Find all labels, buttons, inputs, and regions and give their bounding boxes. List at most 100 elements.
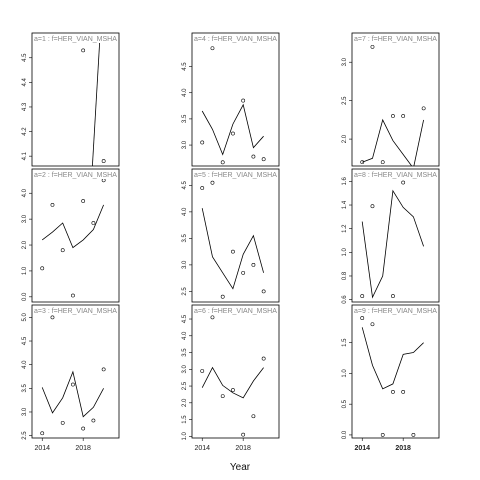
data-point [60, 248, 65, 253]
fitted-line [92, 43, 100, 166]
fitted-line [201, 103, 264, 156]
y-tick-label: 3.0 [342, 57, 348, 66]
data-point [60, 420, 65, 425]
fitted-line [41, 204, 104, 249]
data-point [220, 294, 225, 299]
fitted-line [361, 327, 424, 390]
x-tick-label: 2018 [75, 445, 91, 452]
x-axis-label: Year [230, 462, 251, 473]
panel-frame [31, 168, 120, 303]
panel-plot-area [360, 316, 424, 437]
data-point [40, 266, 45, 271]
data-point [81, 48, 86, 53]
panel-strip-label: a=1 : f=HER_VIAN_MSHA [34, 36, 117, 43]
data-point [81, 199, 86, 203]
data-point [251, 154, 256, 159]
y-tick-label: 1.4 [342, 200, 348, 209]
panel-plot-area [200, 46, 266, 165]
data-point [101, 159, 106, 163]
x-tick-label: 2014 [194, 445, 210, 452]
panel-strip-label: a=6 : f=HER_VIAN_MSHA [194, 308, 277, 315]
y-tick-label: 2.0 [22, 240, 28, 249]
x-tick-label: 2018 [235, 445, 251, 452]
y-tick-label: 4.3 [22, 102, 28, 111]
panel-strip-label: a=7 : f=HER_VIAN_MSHA [354, 36, 437, 43]
panel-6: a=8 : f=HER_VIAN_MSHA 0.6 0.8 1.0 1.2 1.4 1.6 [342, 168, 440, 304]
panel-strip-label: a=4 : f=HER_VIAN_MSHA [194, 36, 277, 43]
x-tick-label: 2018 [395, 445, 411, 452]
panel-plot-area [360, 44, 426, 166]
panel-strip-label: a=9 : f=HER_VIAN_MSHA [354, 308, 437, 315]
data-point [391, 294, 395, 298]
panel-frame [191, 168, 280, 303]
data-point [71, 293, 75, 298]
data-point [421, 106, 426, 111]
data-point [360, 160, 365, 165]
data-point [210, 315, 215, 320]
y-tick-label: 0.5 [342, 399, 348, 408]
y-tick-label: 4.0 [22, 360, 28, 369]
y-tick-label: 3.0 [22, 407, 28, 416]
data-point [360, 316, 365, 320]
panel-frame [351, 32, 440, 167]
y-tick-label: 2.5 [182, 381, 188, 390]
panel-frame [191, 304, 280, 439]
y-tick-label: 0.8 [342, 271, 348, 280]
data-point [360, 294, 365, 298]
fitted-line [41, 370, 104, 418]
y-tick-label: 4.2 [22, 127, 28, 136]
y-tick-label: 0.0 [22, 292, 28, 301]
data-point [261, 289, 266, 294]
data-point [370, 204, 375, 209]
panel-frame [31, 304, 120, 439]
data-point [251, 414, 256, 419]
y-tick-label: 2.0 [342, 134, 348, 143]
data-point [251, 262, 256, 267]
panel-strip-label: a=3 : f=HER_VIAN_MSHA [34, 308, 117, 315]
y-tick-label: 4.1 [22, 151, 28, 160]
panel-plot-area [40, 315, 106, 436]
y-tick-label: 1.2 [342, 224, 348, 233]
panel-plot-area [200, 315, 266, 437]
panel-1: a=1 : f=HER_VIAN_MSHA 4.1 4.2 4.3 4.4 4.5 [22, 32, 120, 167]
y-tick-label: 2.5 [342, 96, 348, 105]
panel-plot-area [200, 180, 266, 299]
fitted-line [362, 118, 424, 166]
data-point [50, 315, 55, 320]
y-tick-label: 3.5 [182, 114, 188, 123]
data-point [81, 426, 86, 431]
data-point [200, 140, 205, 145]
data-point [401, 180, 406, 185]
fitted-line [361, 189, 424, 299]
y-tick-label: 3.5 [182, 234, 188, 243]
data-point [411, 433, 416, 437]
panel-plot-area [81, 43, 106, 166]
data-point [241, 98, 246, 103]
data-point [101, 179, 106, 183]
panel-frame [351, 304, 440, 439]
data-point [231, 249, 235, 254]
x-tick-label: 2014 [34, 445, 50, 452]
y-tick-label: 4.5 [22, 53, 28, 62]
panel-3: a=7 : f=HER_VIAN_MSHA 2.0 2.5 3.0 [342, 32, 440, 167]
data-point [210, 46, 215, 51]
data-point [220, 160, 225, 165]
data-point [200, 369, 205, 373]
data-point [231, 388, 235, 392]
y-tick-label: 4.0 [182, 207, 188, 216]
y-tick-label: 4.5 [182, 181, 188, 190]
y-tick-label: 1.0 [22, 266, 28, 275]
data-point [220, 394, 225, 399]
y-tick-label: 4.4 [22, 78, 28, 87]
data-point [91, 418, 96, 423]
y-tick-label: 2.5 [182, 287, 188, 296]
y-tick-label: 4.0 [182, 88, 188, 97]
data-point [380, 433, 385, 437]
data-point [401, 389, 406, 394]
y-tick-label: 4.5 [182, 314, 188, 323]
data-point [71, 382, 75, 387]
y-tick-label: 2.0 [182, 398, 188, 407]
y-tick-label: 3.0 [22, 214, 28, 223]
y-tick-label: 3.5 [182, 348, 188, 357]
